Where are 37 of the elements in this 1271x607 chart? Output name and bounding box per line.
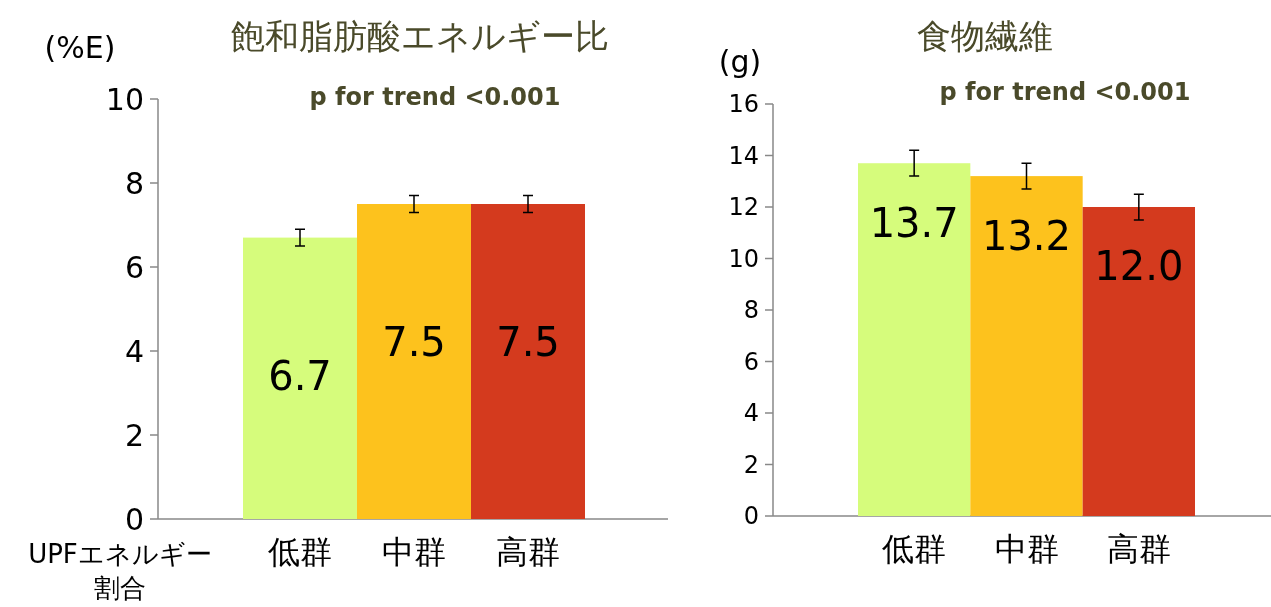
y-tick-label: 6 xyxy=(743,347,759,376)
chart-title: 食物繊維 xyxy=(917,16,1053,56)
data-label: 6.7 xyxy=(268,352,332,399)
y-tick-label: 8 xyxy=(743,296,759,324)
data-label: 7.5 xyxy=(382,319,446,366)
y-tick-label: 10 xyxy=(728,244,759,273)
data-label: 7.5 xyxy=(496,319,560,366)
bar xyxy=(858,163,971,516)
x-tick-label: 低群 xyxy=(882,530,947,568)
bar xyxy=(970,176,1083,516)
x-tick-label: 低群 xyxy=(268,533,332,571)
annotation: p for trend <0.001 xyxy=(939,78,1191,106)
y-tick-label: 4 xyxy=(124,333,144,369)
y-tick-label: 2 xyxy=(743,450,759,479)
y-tick-label: 0 xyxy=(124,501,144,537)
y-tick-label: 14 xyxy=(728,141,759,170)
data-label: 12.0 xyxy=(1094,243,1184,290)
y-tick-label: 2 xyxy=(124,417,144,453)
x-tick-label: 中群 xyxy=(382,533,446,571)
y-tick-label: 8 xyxy=(124,165,144,201)
y-axis-title: (%E) xyxy=(44,30,116,65)
x-tick-label: 高群 xyxy=(496,533,560,571)
y-tick-label: 0 xyxy=(743,502,759,530)
x-tick-label: 高群 xyxy=(1106,530,1171,568)
y-tick-label: 4 xyxy=(743,399,759,427)
y-axis-title: (g) xyxy=(718,44,762,79)
y-tick-label: 16 xyxy=(728,90,759,118)
annotation: p for trend <0.001 xyxy=(309,83,561,111)
x-axis-title: UPFエネルギー割合 xyxy=(28,539,212,603)
bar xyxy=(1082,207,1195,516)
data-label: 13.7 xyxy=(869,199,959,246)
x-tick-label: 中群 xyxy=(994,530,1059,568)
y-tick-label: 12 xyxy=(728,193,759,221)
y-tick-label: 10 xyxy=(105,81,144,117)
chart-title: 飽和脂肪酸エネルギー比 xyxy=(231,16,609,56)
y-tick-label: 6 xyxy=(124,249,144,285)
data-label: 13.2 xyxy=(981,212,1072,259)
